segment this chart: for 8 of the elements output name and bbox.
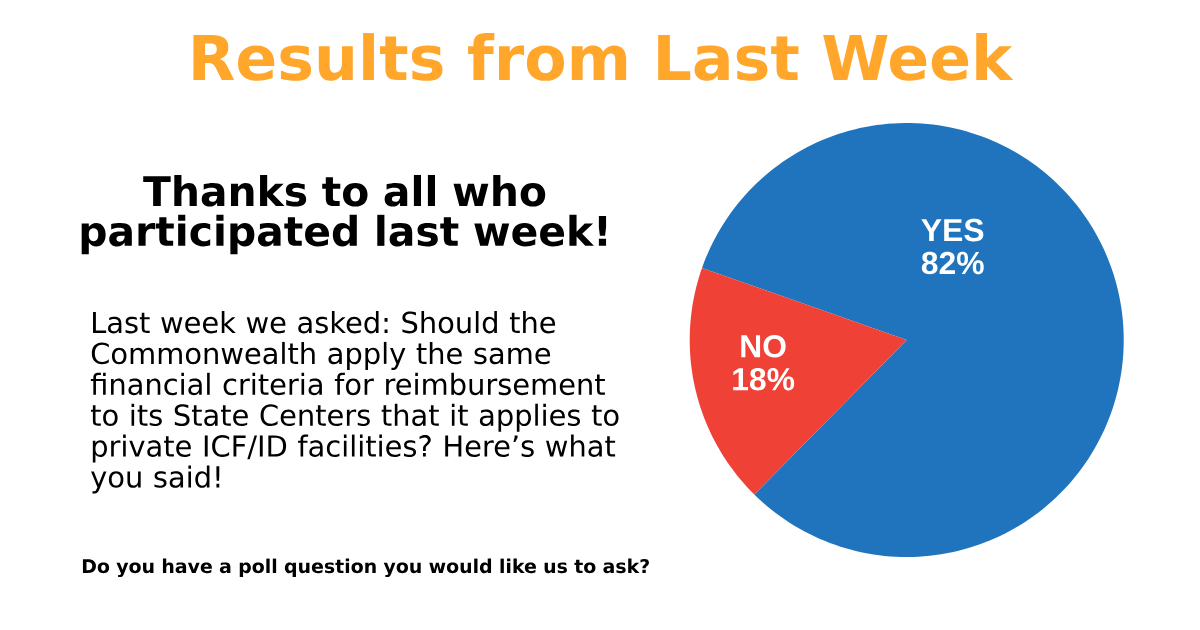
data-label: 82% (921, 251, 984, 275)
text: Thanks to all who participated last week! (81, 174, 607, 255)
slice-label: NO (741, 335, 786, 358)
slice-label: YES (921, 218, 984, 242)
data-label: 18% (733, 367, 795, 391)
chart-title: Results from Last Week (193, 33, 1014, 81)
text: Do you have a poll question you would like us to ask? (82, 558, 649, 578)
text: Last week we asked: Should the Commonwealth apply the same financial criteria for reimbursement to its State Centers that it applies to private ICF/ID facilities? Here’s what you said! (90, 311, 619, 494)
